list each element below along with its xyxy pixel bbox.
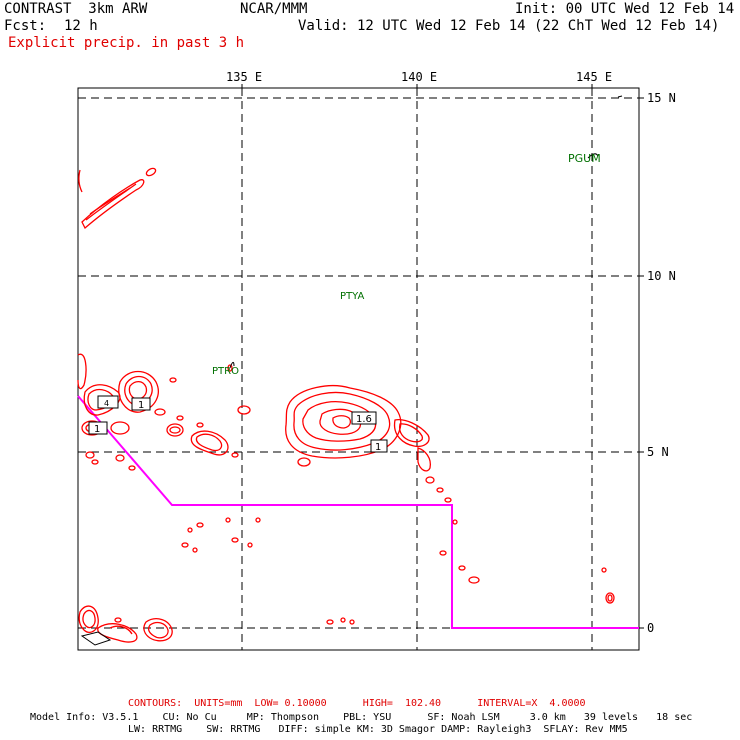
max-labels: 4 1 1 1.6 1 bbox=[88, 395, 388, 453]
lat-label-10: 10 N bbox=[647, 269, 676, 283]
island-outline bbox=[80, 631, 112, 646]
precip-cell bbox=[393, 419, 430, 448]
station-ptro: PTRO bbox=[212, 366, 239, 377]
lat-label-5: 5 N bbox=[647, 445, 669, 459]
island-outline bbox=[229, 361, 235, 369]
precip-cell bbox=[143, 618, 173, 642]
coastlines bbox=[80, 95, 623, 646]
valid-time: Valid: 12 UTC Wed 12 Feb 14 (22 ChT Wed … bbox=[298, 18, 720, 34]
model-info-line1: Model Info: V3.5.1 CU: No Cu MP: Thompso… bbox=[30, 712, 693, 723]
station-ptya: PTYA bbox=[340, 291, 364, 302]
station-pgum: PGUM bbox=[568, 152, 601, 165]
forecast-hour: 12 h bbox=[64, 18, 98, 34]
island-outline bbox=[587, 153, 599, 159]
max-label: 1.6 bbox=[356, 414, 372, 425]
max-label: 1 bbox=[94, 424, 100, 435]
map-frame bbox=[77, 87, 640, 651]
contour-info: CONTOURS: UNITS=mm LOW= 0.10000 HIGH= 10… bbox=[128, 698, 586, 709]
max-label: 1 bbox=[138, 400, 144, 411]
org-label: NCAR/MMM bbox=[240, 1, 308, 17]
model-title: CONTRAST 3km ARW bbox=[4, 1, 148, 17]
precip-cell bbox=[77, 353, 87, 390]
lon-label-140: 140 E bbox=[401, 70, 438, 84]
lat-label-0: 0 bbox=[647, 621, 655, 635]
graticule bbox=[78, 88, 639, 650]
lon-label-145: 145 E bbox=[576, 70, 613, 84]
max-label: 1 bbox=[375, 442, 381, 453]
max-label: 4 bbox=[104, 399, 109, 408]
island-outline bbox=[617, 95, 623, 98]
axis-ticks bbox=[241, 84, 644, 629]
precip-contours bbox=[77, 167, 615, 643]
field-title: Explicit precip. in past 3 h bbox=[8, 35, 245, 51]
lat-label-15: 15 N bbox=[647, 91, 676, 105]
lon-label-135: 135 E bbox=[226, 70, 263, 84]
precip-cell bbox=[81, 179, 145, 230]
forecast-label: Fcst: bbox=[4, 18, 47, 34]
precip-cell bbox=[78, 605, 99, 633]
boundary-line bbox=[77, 395, 639, 629]
model-info-line2: LW: RRTMG SW: RRTMG DIFF: simple KM: 3D … bbox=[128, 724, 628, 735]
precip-cell bbox=[190, 430, 229, 456]
init-time: Init: 00 UTC Wed 12 Feb 14 bbox=[515, 1, 735, 17]
precip-cell bbox=[166, 423, 184, 437]
precip-cell bbox=[118, 370, 159, 413]
